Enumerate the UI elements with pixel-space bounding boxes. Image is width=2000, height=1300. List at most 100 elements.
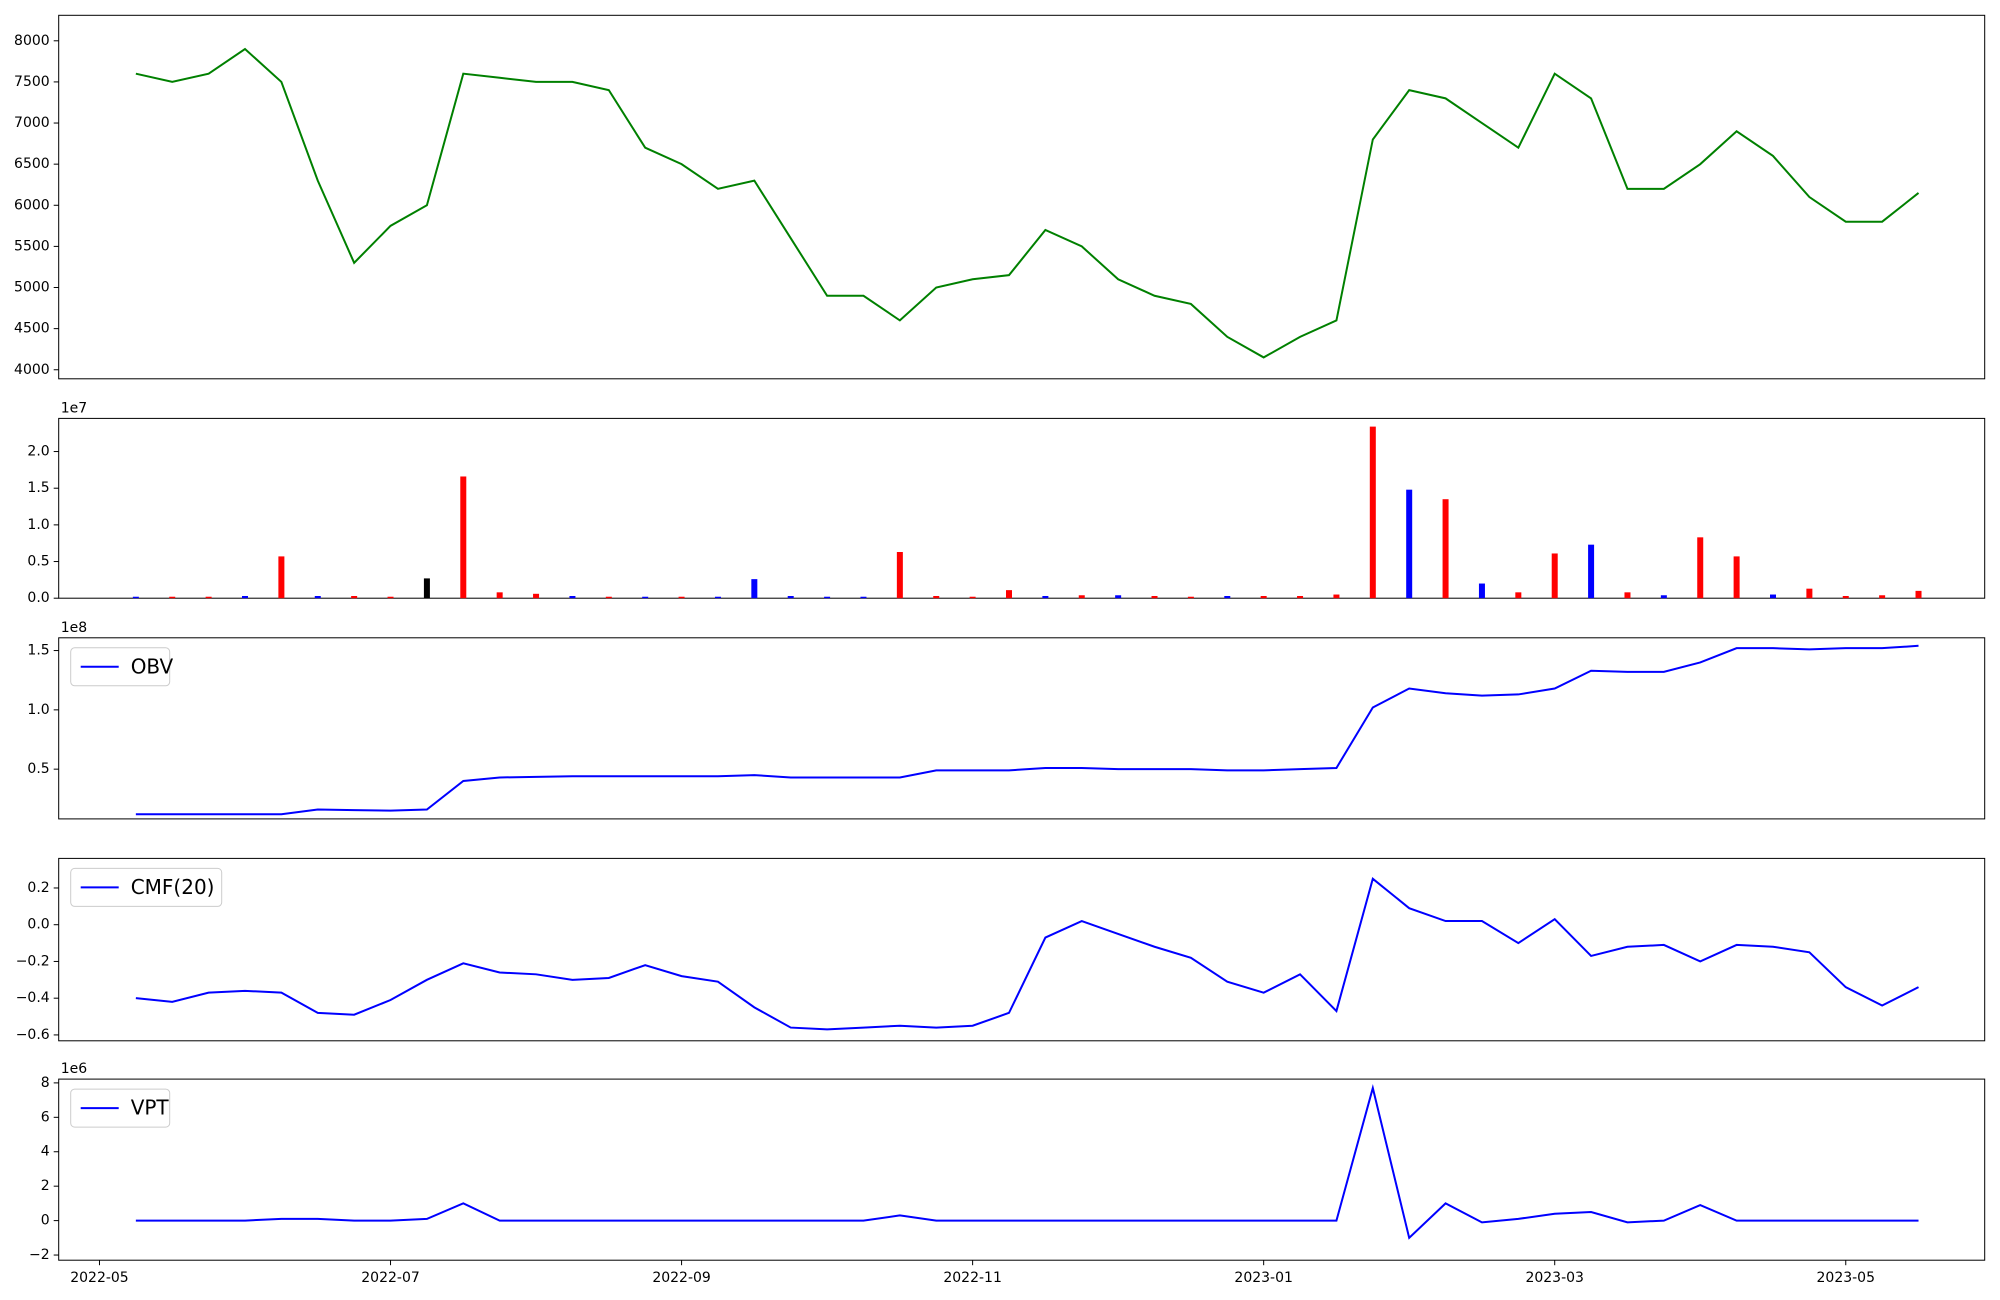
- x-tick-label: 2022-05: [70, 1270, 129, 1286]
- volume-bar: [642, 596, 649, 599]
- volume-bar: [1842, 596, 1849, 599]
- y-tick-label: 4500: [14, 321, 50, 337]
- volume-bar: [1333, 594, 1340, 599]
- y-tick-label: −0.6: [16, 1027, 50, 1043]
- volume-bar: [605, 596, 612, 599]
- volume-bar: [1224, 596, 1231, 599]
- volume-bar: [205, 596, 212, 599]
- y-tick-label: 1.0: [27, 517, 49, 533]
- y-tick-label: 2.0: [27, 444, 49, 460]
- volume-bar: [1478, 583, 1485, 599]
- x-tick-label: 2023-03: [1525, 1270, 1584, 1286]
- x-tick-label: 2023-05: [1817, 1270, 1876, 1286]
- volume-bar: [278, 556, 285, 599]
- volume-bar: [1297, 596, 1304, 599]
- volume-bar: [169, 596, 176, 599]
- volume-bar: [1588, 544, 1595, 599]
- plot-frame: [58, 14, 1986, 380]
- x-tick-label: 2022-11: [943, 1270, 1002, 1286]
- y-tick-label: 8: [41, 1075, 50, 1091]
- volume-bar: [423, 578, 430, 599]
- y-tick-label: 0.0: [27, 917, 49, 933]
- volume-bar: [351, 596, 358, 599]
- x-tick-label: 2023-01: [1234, 1270, 1293, 1286]
- y-tick-label: 0.0: [27, 590, 49, 606]
- axis-offset-label: 1e6: [61, 1061, 88, 1077]
- legend-label: CMF(20): [131, 875, 215, 899]
- volume-bar: [714, 596, 721, 599]
- y-tick-label: 6500: [14, 156, 50, 172]
- y-tick-label: 5000: [14, 280, 50, 296]
- volume-bar: [1515, 592, 1522, 599]
- plot-frame: [58, 637, 1986, 820]
- volume-bar: [242, 596, 249, 599]
- volume-bar: [314, 596, 321, 599]
- volume-bar: [387, 596, 394, 599]
- legend-label: OBV: [131, 654, 174, 678]
- volume-bar: [533, 593, 540, 599]
- volume-bar: [787, 596, 794, 599]
- volume-bar: [860, 596, 867, 599]
- volume-bar: [569, 596, 576, 599]
- data-line: [135, 877, 1919, 1031]
- volume-bar: [1115, 595, 1122, 599]
- plot-frame: [58, 417, 1986, 599]
- volume-bar: [1551, 553, 1558, 599]
- volume-bar: [1806, 588, 1813, 599]
- legend-box: [70, 867, 223, 907]
- volume-bar: [1624, 592, 1631, 599]
- y-tick-label: 7000: [14, 115, 50, 131]
- volume-bar: [1697, 537, 1704, 599]
- x-tick-label: 2022-09: [652, 1270, 711, 1286]
- y-tick-label: 8000: [14, 33, 50, 49]
- volume-bar: [1042, 596, 1049, 599]
- volume-bar: [1260, 596, 1267, 599]
- y-tick-label: 0.2: [27, 880, 49, 896]
- volume-bar: [496, 592, 503, 599]
- y-tick-label: −0.4: [16, 990, 50, 1006]
- volume-bar: [1369, 426, 1376, 599]
- y-tick-label: 1.0: [27, 702, 49, 718]
- volume-bar: [751, 579, 758, 599]
- legend-box: [70, 647, 171, 687]
- volume-bar: [1442, 499, 1449, 599]
- y-tick-label: 4: [41, 1144, 50, 1160]
- data-line: [135, 644, 1919, 816]
- y-tick-label: −0.2: [16, 953, 50, 969]
- y-tick-label: 4000: [14, 362, 50, 378]
- volume-bar: [1151, 596, 1158, 599]
- legend-box: [70, 1088, 171, 1128]
- volume-bar: [1769, 594, 1776, 599]
- y-tick-label: 5500: [14, 238, 50, 254]
- y-tick-label: 0: [41, 1213, 50, 1229]
- y-tick-label: 0.5: [27, 761, 49, 777]
- volume-bar: [1006, 590, 1012, 599]
- x-tick-label: 2022-07: [361, 1270, 420, 1286]
- volume-bar: [896, 552, 903, 599]
- y-tick-label: 1.5: [27, 480, 49, 496]
- y-tick-label: 6: [41, 1109, 50, 1125]
- volume-bar: [132, 596, 139, 599]
- y-tick-label: 1.5: [27, 643, 49, 659]
- y-tick-label: 2: [41, 1178, 50, 1194]
- volume-bar: [969, 596, 976, 599]
- plot-frame: [58, 1078, 1986, 1261]
- data-line: [135, 47, 1920, 359]
- axis-offset-label: 1e8: [61, 620, 87, 636]
- y-tick-label: −2: [29, 1247, 50, 1263]
- volume-bar: [1733, 556, 1740, 599]
- volume-bar: [678, 596, 685, 599]
- volume-bar: [1915, 590, 1922, 599]
- volume-bar: [1406, 489, 1413, 599]
- volume-bar: [1660, 595, 1667, 599]
- plot-frame: [58, 857, 1986, 1042]
- volume-bar: [1078, 595, 1085, 599]
- axis-offset-label: 1e7: [61, 400, 87, 416]
- y-tick-label: 6000: [14, 197, 50, 213]
- data-line: [135, 1084, 1919, 1240]
- volume-bar: [460, 476, 467, 599]
- volume-bar: [1187, 596, 1194, 599]
- volume-bar: [1879, 595, 1886, 599]
